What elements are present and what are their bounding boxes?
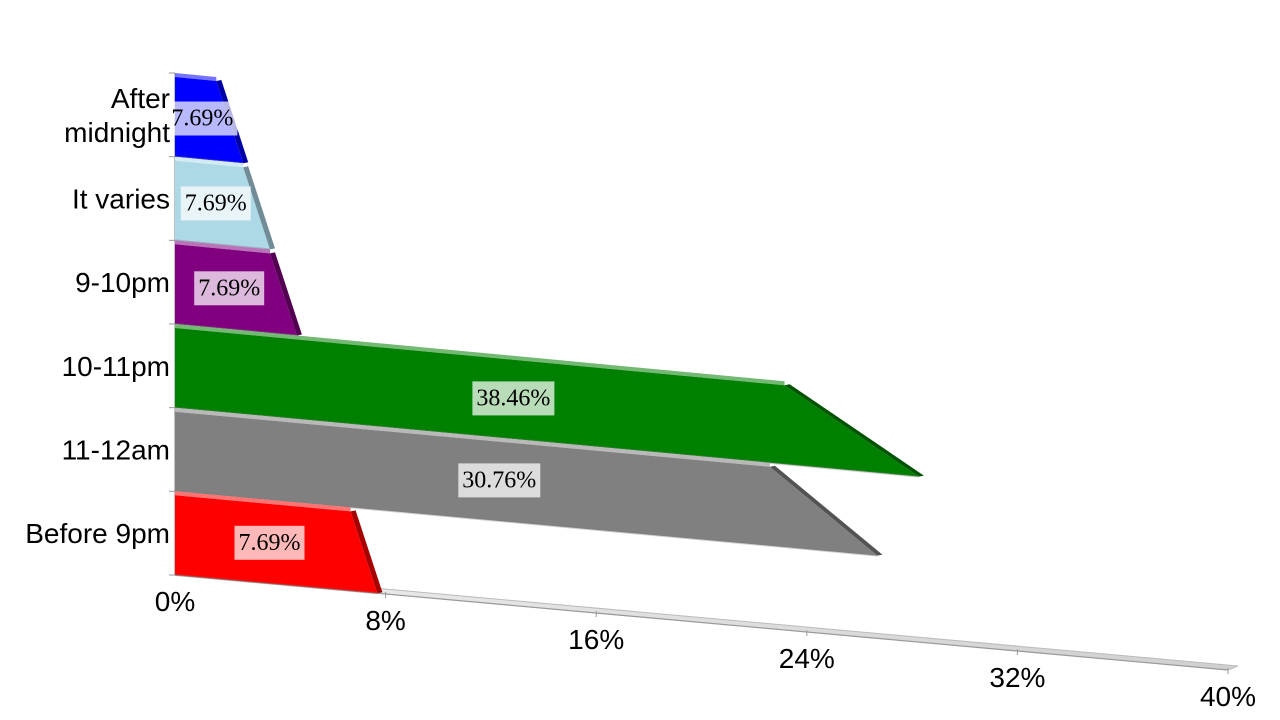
bar-top-face [175,73,217,81]
bar-end-face [769,465,883,556]
bar-top-face [175,324,785,386]
bar-top-face [175,491,351,512]
bar-top-face [175,240,270,254]
data-label-box [180,186,251,221]
bars-group: 7.69% 7.69% 7.69% 38.46% 30.76% 7.69% [167,73,924,595]
data-label-box [472,381,555,416]
category-labels: Before 9pm 11-12am 10-11pm 9-10pm It varies A… [25,83,170,549]
bar-9-10pm: 7.69% [174,240,302,337]
data-label-box [194,271,265,306]
data-label: 38.46% [472,381,555,416]
category-label: 11-12am [62,435,170,466]
category-label: Before 9pm [25,518,170,549]
data-label-text: 7.69% [185,190,247,216]
data-label: 7.69% [180,186,251,221]
bar-top-face [175,407,770,467]
bar-it-varies: 7.69% [174,156,275,251]
data-label-text: 7.69% [198,275,260,301]
data-label-text: 7.69% [239,530,301,556]
bar-end-face [784,384,924,477]
x-tick-label: 40% [1200,681,1256,712]
x-tick-label: 0% [155,586,195,617]
bar-end-face [243,166,275,250]
bar-end-face [270,252,302,336]
data-label-text: 38.46% [476,385,550,411]
category-label: It varies [72,184,170,215]
data-label-box [458,463,541,498]
data-label-box [234,525,305,560]
bar-before-9pm: 7.69% [174,491,383,595]
x-tick-label: 32% [989,662,1045,693]
bar-top-face [175,156,244,168]
data-label-text: 7.69% [171,106,233,132]
data-label: 7.69% [234,525,305,560]
data-label-text: 30.76% [462,467,536,493]
category-label: midnight [64,117,170,148]
x-axis-ticks: 0% 8% 16% 24% 32% 40% [155,586,1256,712]
bar-bottom-edge [174,323,297,337]
data-label: 7.69% [167,101,238,136]
bar-10-11pm: 38.46% [174,324,924,478]
bar-bottom-edge [174,406,919,478]
bar-end-face [350,510,383,594]
x-tick-label: 16% [568,624,624,655]
data-label: 7.69% [194,271,265,306]
x-tick-label: 8% [365,605,405,636]
category-label: 9-10pm [75,267,170,298]
category-label: After [111,83,170,114]
data-label: 30.76% [458,463,541,498]
bar-bottom-edge [174,574,378,595]
bar-after-midnight: 7.69% [167,73,249,165]
data-label-box [167,101,238,136]
x-tick-label: 24% [779,643,835,674]
category-label: 10-11pm [62,351,170,382]
